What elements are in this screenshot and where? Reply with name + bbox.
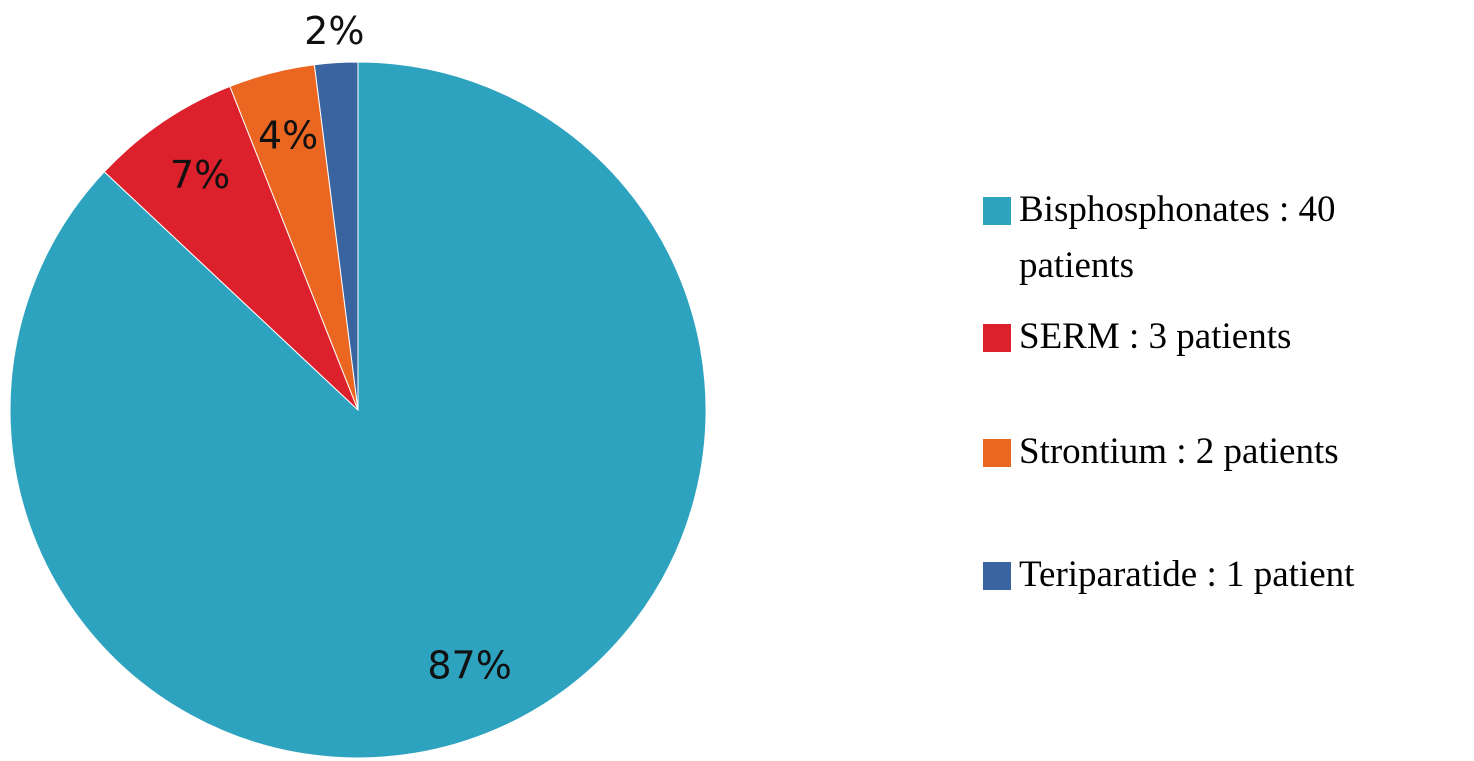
legend-swatch xyxy=(983,197,1011,225)
legend-label: Teriparatide : 1 patient xyxy=(1019,554,1355,595)
slice-label: 7% xyxy=(170,153,230,197)
pie-slice xyxy=(103,85,359,411)
slice-label: 4% xyxy=(258,113,318,157)
legend-item: Bisphosphonates : 40 patients xyxy=(983,182,1453,294)
legend-swatch xyxy=(983,324,1011,352)
legend-swatch xyxy=(983,439,1011,467)
slice-label: 2% xyxy=(304,9,364,53)
legend-item: SERM : 3 patients xyxy=(983,309,1453,365)
legend-label: SERM : 3 patients xyxy=(1019,316,1292,357)
pie-slice xyxy=(313,61,359,411)
legend-item: Teriparatide : 1 patient xyxy=(983,547,1453,603)
legend-label: Strontium : 2 patients xyxy=(1019,431,1339,472)
legend-item: Strontium : 2 patients xyxy=(983,424,1453,480)
legend-label: Bisphosphonates : 40 patients xyxy=(1019,189,1336,286)
legend-swatch xyxy=(983,562,1011,590)
slice-label: 87% xyxy=(427,643,511,687)
